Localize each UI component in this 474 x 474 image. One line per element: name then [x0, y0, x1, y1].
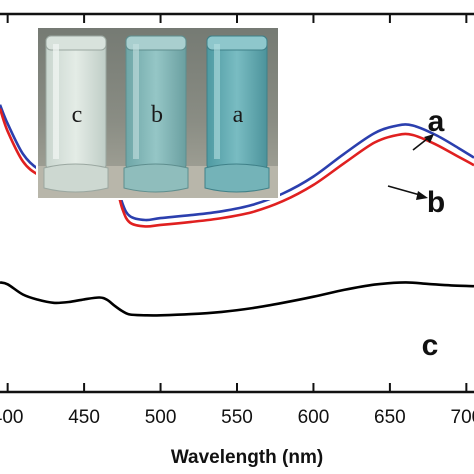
series-label-c: c [422, 329, 439, 362]
x-tick-label: 400 [0, 407, 23, 428]
series-annotations: a b c [387, 105, 445, 362]
series-line-c [0, 281, 474, 317]
x-tick-label: 550 [221, 407, 253, 428]
arrow-a-line [412, 138, 428, 151]
vial-label-c: c [72, 102, 83, 128]
series-label-a: a [428, 105, 445, 138]
vial-c [43, 35, 109, 193]
series-label-b: b [427, 186, 445, 219]
x-ticks: 400 450 500 550 600 650 700 [0, 14, 474, 428]
x-tick-label: 700 [451, 407, 474, 428]
x-tick-label: 600 [298, 407, 330, 428]
arrow-b-head [416, 191, 428, 200]
vial-photo-inset: c b a [36, 26, 280, 200]
x-tick-label: 450 [68, 407, 100, 428]
vial-a [204, 35, 270, 193]
arrow-a-head [424, 134, 434, 143]
arrow-b-line [387, 185, 421, 196]
x-tick-label: 500 [145, 407, 177, 428]
vial-label-a: a [233, 102, 244, 128]
x-tick-label: 650 [374, 407, 406, 428]
vial-b [123, 35, 189, 193]
vial-label-b: b [151, 102, 163, 128]
x-axis-title: Wavelength (nm) [171, 447, 323, 468]
